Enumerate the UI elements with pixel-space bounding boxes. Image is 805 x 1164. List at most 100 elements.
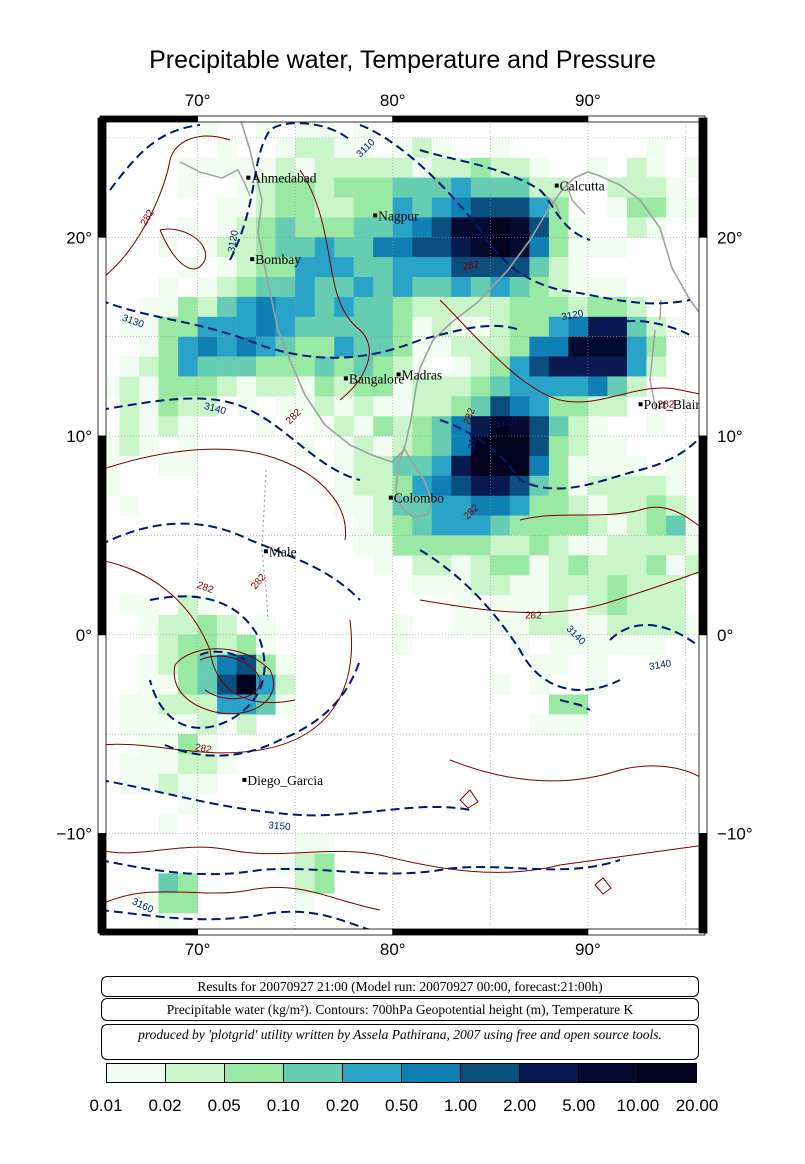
pw-cell (607, 316, 628, 337)
contour-label-text: 282 (194, 742, 213, 756)
lon-tick-label: 80° (380, 91, 406, 110)
pw-cell (275, 157, 296, 178)
legend-label: 2.00 (503, 1096, 537, 1115)
pw-cell (119, 714, 140, 735)
pw-cell (275, 396, 296, 417)
pw-cell (275, 177, 296, 198)
pw-cell (548, 535, 569, 556)
pw-cell (178, 734, 198, 755)
pw-cell (431, 436, 452, 457)
pw-cell (431, 237, 452, 258)
pw-cell (314, 237, 335, 258)
pw-cell (548, 615, 569, 636)
frame-segment (587, 928, 706, 936)
pw-cell (529, 455, 550, 477)
pw-cell (509, 257, 530, 278)
pw-cell (451, 336, 472, 357)
pw-cell (529, 396, 550, 417)
pw-cell (256, 296, 276, 318)
pw-cell (256, 237, 276, 258)
legend-label: 0.01 (89, 1096, 123, 1115)
pw-cell (529, 555, 550, 576)
pw-cell (334, 157, 354, 178)
pw-cell (295, 177, 315, 198)
pw-cell (178, 416, 198, 437)
pw-cell (158, 734, 179, 755)
pw-cell (587, 277, 608, 298)
pw-cell (119, 694, 140, 715)
pw-cell (626, 376, 647, 397)
pw-cell (431, 416, 452, 437)
pw-cell (666, 495, 686, 516)
pw-cell (548, 515, 569, 536)
pw-cell (178, 336, 198, 357)
pw-cell (236, 356, 257, 377)
pw-cell (217, 674, 237, 695)
pw-cell (412, 217, 433, 238)
pw-cell (607, 575, 628, 596)
pw-cell (314, 853, 335, 874)
pw-cell (392, 615, 413, 636)
pw-cell (548, 316, 569, 337)
frame-segment (698, 634, 708, 835)
pw-cell (548, 237, 569, 258)
pw-cell (607, 177, 628, 198)
pw-cell (626, 177, 647, 198)
pw-cell (568, 316, 589, 337)
city-dot (396, 372, 401, 377)
pw-cell (275, 237, 296, 258)
pw-cell (587, 316, 608, 337)
pw-cell (451, 217, 472, 238)
pw-cell (548, 416, 569, 437)
pw-cell (373, 535, 393, 556)
pw-cell (392, 237, 413, 258)
pw-cell (373, 237, 393, 258)
pw-cell (256, 118, 276, 139)
pw-cell (509, 416, 530, 437)
pw-cell (548, 296, 569, 318)
pw-cell (626, 495, 647, 516)
pw-cell (373, 475, 393, 496)
pw-cell (568, 634, 589, 655)
pw-cell (412, 436, 433, 457)
contour-label-text: 3130 (466, 426, 481, 450)
pw-cell (353, 416, 374, 437)
pw-cell (666, 455, 686, 477)
pw-cell (197, 654, 218, 675)
pw-cell (529, 177, 550, 198)
city-markers: Ahmedabad Calcutta Nagpur Bombay MadrasBanga… (242, 171, 700, 788)
pw-cell (431, 296, 452, 318)
pw-cell (314, 873, 335, 894)
pw-cell (178, 634, 198, 655)
pw-cell (587, 535, 608, 556)
pw-cell (373, 296, 393, 318)
pw-cell (119, 416, 140, 437)
pw-cell (139, 694, 159, 715)
pw-cell (587, 495, 608, 516)
pw-cell (587, 634, 608, 655)
pw-cell (431, 475, 452, 496)
pw-cell (392, 376, 413, 397)
pw-cell (119, 595, 140, 616)
pw-cell (666, 515, 686, 536)
pw-cell (373, 376, 393, 397)
pw-cell (529, 416, 550, 437)
pw-cell (353, 455, 374, 477)
pw-cell (295, 157, 315, 178)
pw-cell (412, 495, 433, 516)
pw-cell (139, 734, 159, 755)
pw-cell (666, 535, 686, 556)
pw-cell (626, 316, 647, 337)
contour-label-text: 282 (658, 400, 675, 411)
pw-cell (548, 634, 569, 655)
pw-cell (509, 515, 530, 536)
pw-cell (353, 296, 374, 318)
contour-label-text: 282 (139, 208, 157, 228)
pw-cell (431, 515, 452, 536)
pw-cell (509, 595, 530, 616)
pw-cell (666, 475, 686, 496)
pw-cell (607, 237, 628, 258)
pw-cell (314, 376, 335, 397)
pw-cell (470, 336, 491, 357)
pw-cell (568, 336, 589, 357)
